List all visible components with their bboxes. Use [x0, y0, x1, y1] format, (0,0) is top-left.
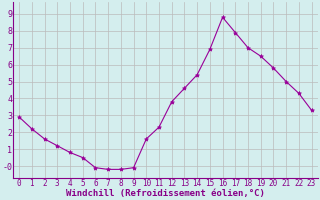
X-axis label: Windchill (Refroidissement éolien,°C): Windchill (Refroidissement éolien,°C) — [66, 189, 265, 198]
